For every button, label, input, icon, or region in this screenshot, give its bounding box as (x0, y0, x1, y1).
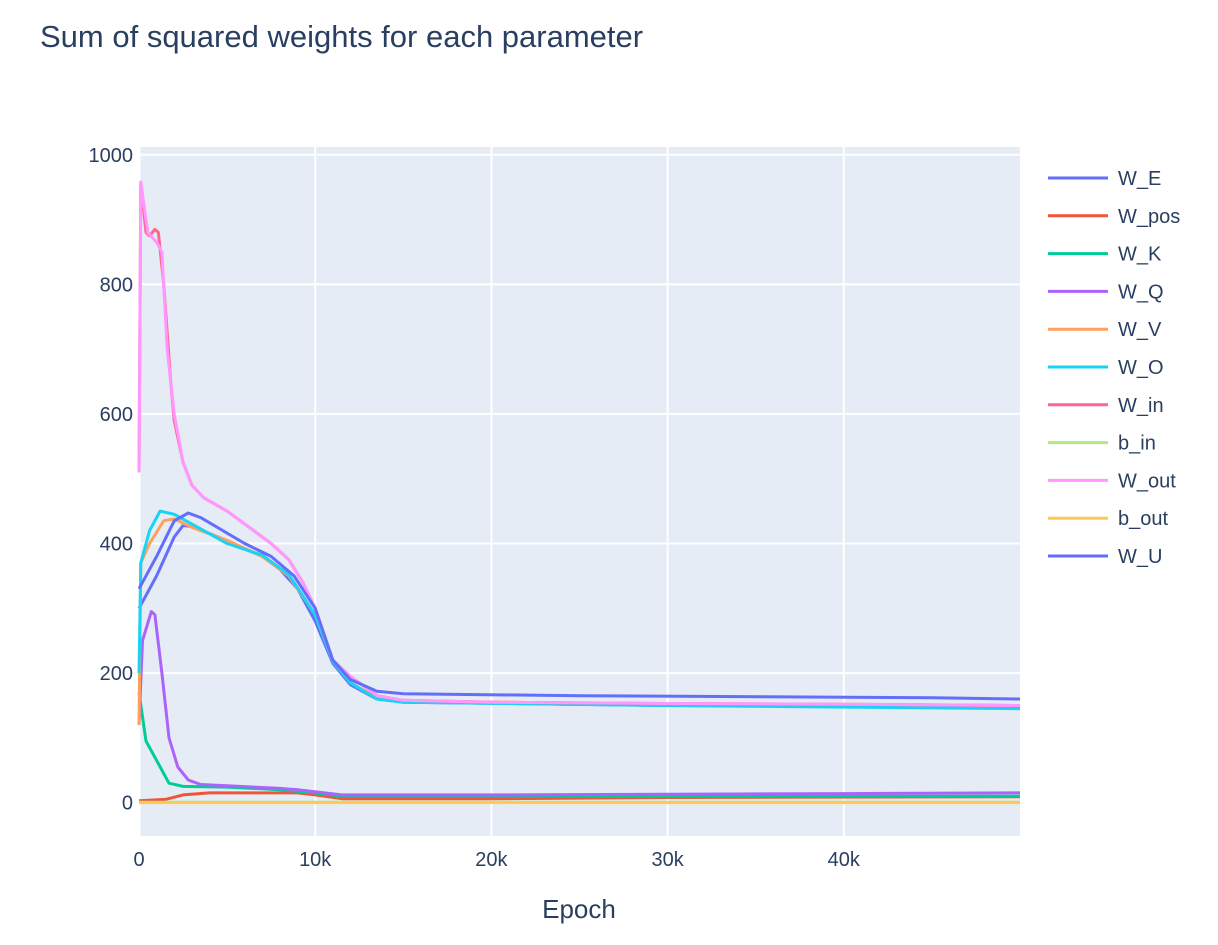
x-tick-label: 0 (133, 849, 144, 871)
legend-label: b_in (1118, 433, 1156, 455)
legend-item-w-o[interactable]: W_O (1048, 357, 1164, 379)
legend-label: W_K (1118, 244, 1162, 266)
series-lines (137, 180, 1021, 805)
series-line-w-u (137, 511, 1021, 701)
legend-item-w-q[interactable]: W_Q (1048, 281, 1164, 303)
legend-item-w-in[interactable]: W_in (1048, 395, 1164, 417)
legend-label: W_out (1118, 470, 1176, 492)
series-line-w-o (137, 509, 1021, 711)
legend-label: W_pos (1118, 206, 1180, 228)
legend-item-w-out[interactable]: W_out (1048, 470, 1176, 492)
legend: W_E W_pos W_K W_Q W_V W_O W_in b_in W_out b_out W_… (1048, 168, 1180, 568)
legend-item-w-pos[interactable]: W_pos (1048, 206, 1180, 228)
legend-label: W_O (1118, 357, 1164, 379)
y-axis-ticks: 0 200 400 600 800 1000 (89, 145, 134, 815)
y-tick-label: 400 (100, 533, 133, 555)
series-line-w-out (137, 180, 1021, 707)
plot-background (139, 147, 1020, 836)
y-tick-label: 1000 (89, 145, 134, 167)
y-tick-label: 200 (100, 663, 133, 685)
series-line-w-pos (138, 791, 1021, 803)
y-tick-label: 600 (100, 404, 133, 426)
chart-title: Sum of squared weights for each paramete… (40, 19, 643, 54)
x-tick-label: 20k (475, 849, 508, 871)
legend-item-w-v[interactable]: W_V (1048, 319, 1162, 341)
legend-label: W_in (1118, 395, 1164, 417)
x-tick-label: 10k (299, 849, 332, 871)
legend-item-w-u[interactable]: W_U (1048, 546, 1162, 568)
legend-label: b_out (1118, 508, 1168, 530)
x-axis-title: Epoch (542, 894, 616, 924)
x-tick-label: 40k (828, 849, 861, 871)
y-tick-label: 800 (100, 274, 133, 296)
legend-item-w-e[interactable]: W_E (1048, 168, 1161, 190)
legend-item-b-out[interactable]: b_out (1048, 508, 1168, 530)
legend-item-b-in[interactable]: b_in (1048, 433, 1156, 455)
legend-label: W_Q (1118, 281, 1164, 303)
series-line-w-q (137, 610, 1021, 797)
x-tick-label: 30k (651, 849, 684, 871)
y-tick-label: 0 (122, 793, 133, 815)
legend-label: W_E (1118, 168, 1161, 190)
x-axis-ticks: 0 10k 20k 30k 40k (133, 849, 860, 871)
legend-label: W_V (1118, 319, 1162, 341)
legend-label: W_U (1118, 546, 1162, 568)
legend-item-w-k[interactable]: W_K (1048, 244, 1162, 266)
